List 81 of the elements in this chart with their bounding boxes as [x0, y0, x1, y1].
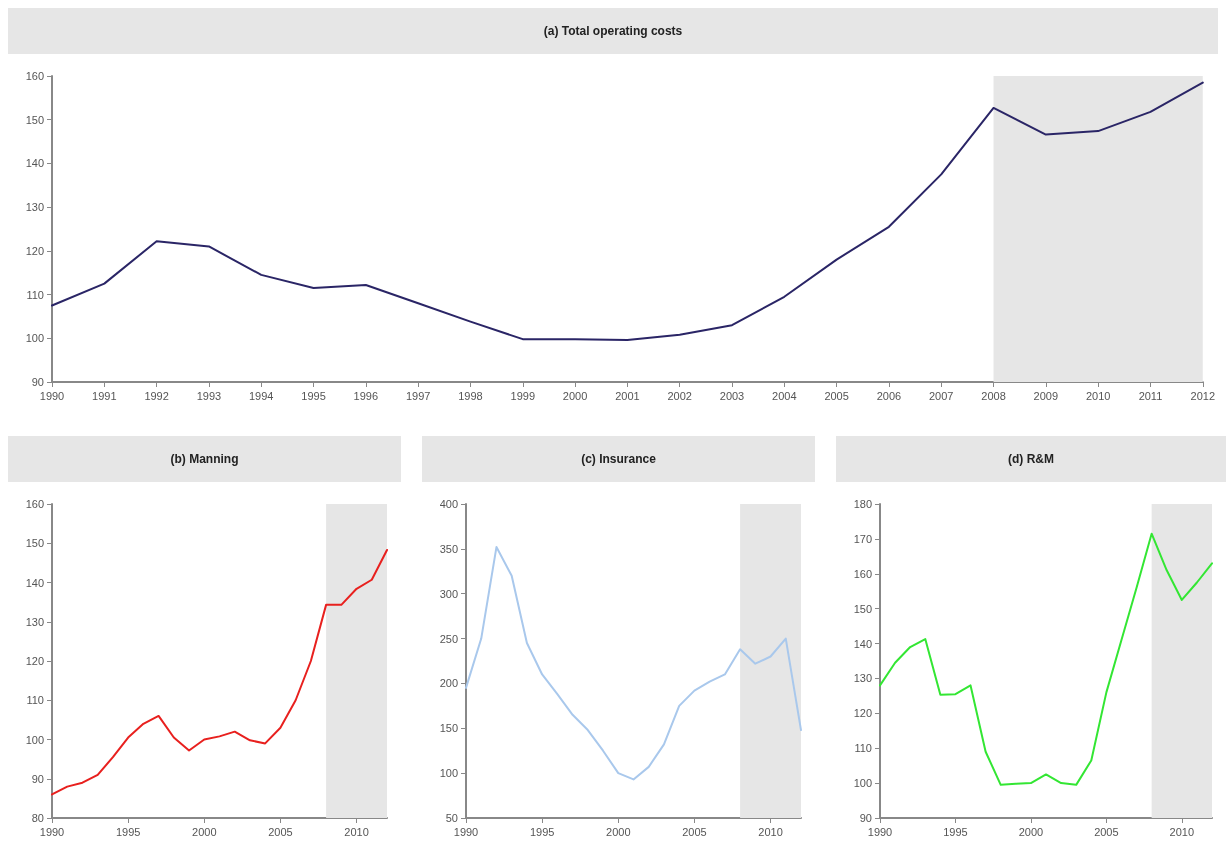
y-tick-label: 400 — [439, 498, 458, 510]
y-tick-label: 150 — [853, 602, 872, 615]
y-tick-label: 100 — [25, 332, 44, 345]
x-tick-label: 1993 — [196, 389, 222, 402]
x-tick-label: 2005 — [824, 389, 849, 402]
x-tick-label: 1999 — [510, 389, 536, 402]
y-tick-label: 130 — [25, 615, 44, 628]
x-tick-label: 2000 — [562, 389, 588, 402]
chart-title: (a) Total operating costs — [8, 8, 1218, 54]
x-tick-label: 2006 — [876, 389, 902, 402]
y-tick-label: 180 — [853, 498, 872, 510]
y-tick-label: 250 — [439, 632, 458, 645]
y-tick-label: 120 — [25, 655, 44, 667]
line-series — [51, 81, 1204, 342]
x-tick-label: 1998 — [458, 389, 483, 402]
y-tick-label: 90 — [859, 812, 872, 824]
chart-title: (b) Manning — [8, 436, 401, 482]
x-tick-label: 2003 — [719, 389, 745, 402]
y-tick-label: 140 — [25, 157, 44, 170]
x-tick-label: 2002 — [667, 389, 692, 402]
x-tick-label: 1991 — [92, 389, 117, 402]
chart-title: (d) R&M — [836, 436, 1226, 482]
x-tick-label: 2005 — [268, 825, 293, 838]
x-tick-label: 2011 — [1138, 389, 1163, 402]
y-tick-label: 90 — [31, 772, 44, 785]
y-tick-label: 140 — [25, 576, 44, 589]
x-tick-label: 1990 — [453, 825, 479, 838]
x-tick-label: 2010 — [344, 825, 369, 838]
y-tick-label: 160 — [853, 567, 872, 580]
x-tick-label: 1992 — [144, 389, 169, 402]
x-tick-label: 1996 — [353, 389, 379, 402]
y-tick-label: 110 — [854, 742, 872, 755]
x-tick-label: 2012 — [1190, 389, 1216, 402]
y-tick-label: 100 — [853, 777, 872, 790]
x-tick-label: 2000 — [192, 825, 217, 838]
y-tick-label: 350 — [439, 542, 458, 555]
y-tick-label: 200 — [439, 677, 458, 690]
x-tick-label: 2001 — [615, 389, 640, 402]
y-tick-label: 80 — [31, 812, 44, 824]
x-tick-label: 1995 — [115, 825, 141, 838]
y-tick-label: 50 — [445, 812, 458, 824]
x-tick-label: 2004 — [772, 389, 797, 402]
x-tick-label: 2000 — [606, 825, 631, 838]
x-tick-label: 1997 — [405, 389, 431, 402]
x-tick-label: 2010 — [1169, 825, 1195, 838]
y-tick-label: 150 — [25, 537, 44, 550]
y-tick-label: 160 — [25, 70, 44, 82]
y-tick-label: 90 — [31, 376, 44, 388]
y-tick-label: 160 — [25, 498, 44, 510]
x-tick-label: 1995 — [529, 825, 555, 838]
y-tick-label: 110 — [26, 288, 44, 301]
x-tick-label: 1995 — [301, 389, 326, 402]
x-tick-label: 1990 — [39, 389, 65, 402]
x-tick-label: 1990 — [39, 825, 65, 838]
x-tick-label: 2010 — [1085, 389, 1111, 402]
x-tick-label: 2007 — [928, 389, 954, 402]
line-series — [465, 546, 802, 781]
y-tick-label: 110 — [26, 694, 44, 707]
y-tick-label: 130 — [25, 201, 44, 214]
y-tick-label: 100 — [25, 733, 44, 746]
y-tick-label: 100 — [439, 767, 458, 780]
chart-title: (c) Insurance — [422, 436, 815, 482]
line-series — [879, 532, 1213, 786]
y-tick-label: 120 — [25, 244, 44, 257]
x-tick-label: 2005 — [1094, 825, 1119, 838]
x-tick-label: 2008 — [981, 389, 1006, 402]
y-tick-label: 170 — [853, 532, 872, 545]
line-series — [51, 548, 388, 796]
y-tick-label: 150 — [25, 113, 44, 126]
x-tick-label: 2000 — [1018, 825, 1044, 838]
x-tick-label: 1994 — [248, 389, 274, 402]
x-tick-label: 2009 — [1033, 389, 1059, 402]
x-tick-label: 1990 — [867, 825, 893, 838]
y-tick-label: 130 — [853, 672, 872, 685]
y-tick-label: 300 — [439, 587, 458, 600]
x-tick-label: 2005 — [682, 825, 707, 838]
x-tick-label: 2010 — [758, 825, 783, 838]
y-tick-label: 150 — [439, 722, 458, 735]
y-tick-label: 120 — [853, 707, 872, 720]
y-tick-label: 140 — [853, 637, 872, 650]
x-tick-label: 1995 — [943, 825, 968, 838]
